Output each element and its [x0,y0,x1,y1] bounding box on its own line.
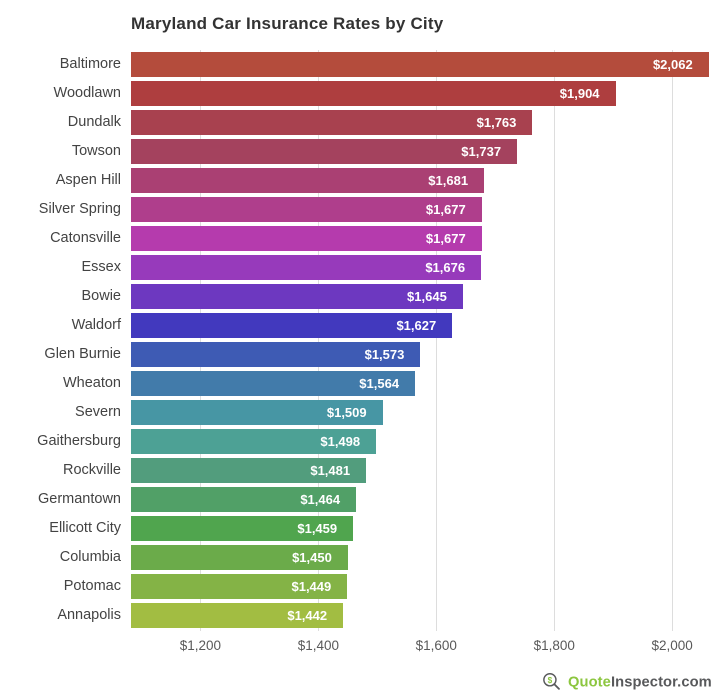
svg-text:$: $ [548,676,553,685]
